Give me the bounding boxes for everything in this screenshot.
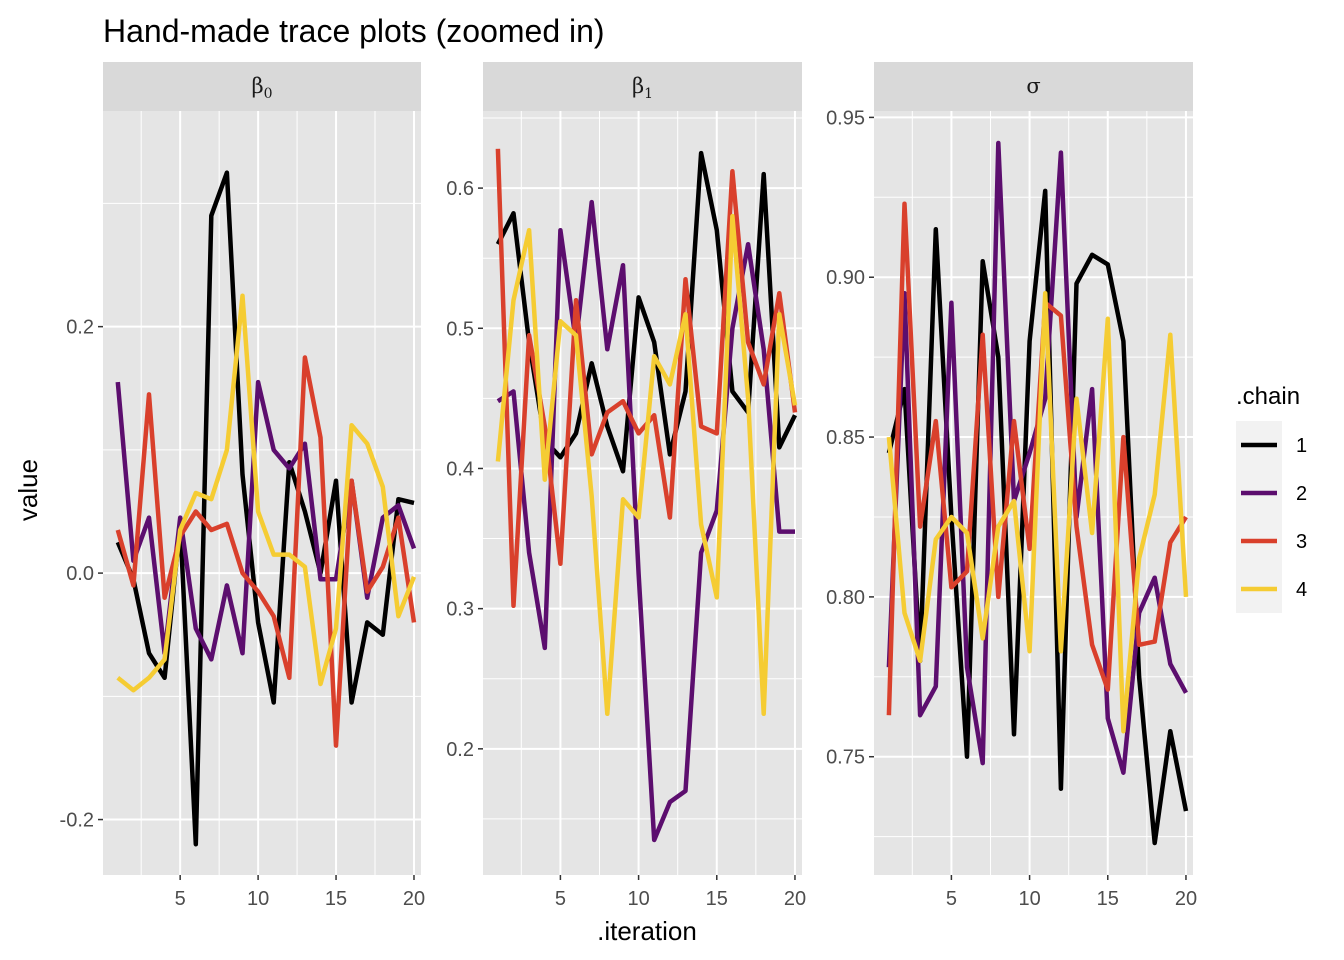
facet-strip — [874, 62, 1193, 111]
x-tick-label: 15 — [706, 888, 728, 910]
y-tick-label: 0.6 — [446, 178, 474, 200]
series-line-chain-4 — [116, 293, 417, 693]
legend-label: 1 — [1296, 435, 1307, 457]
y-tick-label: 0.80 — [826, 587, 865, 609]
y-axis-title: value — [13, 459, 43, 521]
x-tick-label: 5 — [946, 888, 957, 910]
series-line-chain-2 — [496, 199, 795, 843]
x-axis-title: .iteration — [597, 916, 697, 946]
x-tick-label: 10 — [1018, 888, 1040, 910]
series-line-chain-4 — [495, 213, 798, 717]
facet-panel-1: β0 -0.2 0.0 0.2 5 10 15 20 — [60, 62, 425, 910]
y-tick-label: 0.3 — [446, 599, 474, 621]
panel-background — [103, 111, 421, 875]
facet-strip-label: β1 — [632, 74, 653, 102]
legend-label: 3 — [1296, 531, 1307, 553]
y-tick-label: 0.90 — [826, 267, 865, 289]
legend-title: .chain — [1236, 383, 1300, 410]
legend-label: 4 — [1296, 579, 1307, 601]
y-tick-label: 0.0 — [66, 563, 94, 585]
x-tick-label: 20 — [1175, 888, 1197, 910]
x-tick-label: 5 — [555, 888, 566, 910]
facet-strip-label: β0 — [251, 74, 272, 102]
y-tick-label: 0.75 — [826, 747, 865, 769]
series-line-chain-4 — [886, 290, 1189, 734]
facet-strip-label: σ — [1026, 74, 1040, 98]
legend-label: 2 — [1296, 483, 1307, 505]
facet-strip — [103, 62, 421, 111]
x-tick-label: 15 — [325, 888, 347, 910]
chart-title: Hand-made trace plots (zoomed in) — [103, 13, 605, 49]
facet-panel-2: β1 0.2 0.3 0.4 0.5 0.6 5 10 15 20 — [446, 62, 806, 910]
facet-panels: β0 -0.2 0.0 0.2 5 10 15 20 β1 0.2 0.3 0.4 0.5 0.6 5 10 1… — [60, 62, 1197, 910]
x-tick-label: 5 — [175, 888, 186, 910]
y-tick-label: 0.85 — [826, 427, 865, 449]
x-tick-label: 10 — [247, 888, 269, 910]
x-tick-label: 15 — [1097, 888, 1119, 910]
x-tick-label: 10 — [627, 888, 649, 910]
y-tick-label: 0.5 — [446, 318, 474, 340]
y-tick-label: -0.2 — [60, 810, 94, 832]
x-tick-label: 20 — [784, 888, 806, 910]
x-tick-label: 20 — [403, 888, 425, 910]
y-tick-label: 0.95 — [826, 107, 865, 129]
legend: .chain 1 2 3 4 — [1236, 383, 1307, 613]
y-tick-label: 0.4 — [446, 458, 474, 480]
y-tick-label: 0.2 — [446, 739, 474, 761]
facet-strip — [483, 62, 802, 111]
facet-panel-3: σ 0.75 0.80 0.85 0.90 0.95 5 10 15 20 — [826, 62, 1197, 910]
y-tick-label: 0.2 — [66, 317, 94, 339]
series-line-chain-3 — [115, 355, 417, 748]
